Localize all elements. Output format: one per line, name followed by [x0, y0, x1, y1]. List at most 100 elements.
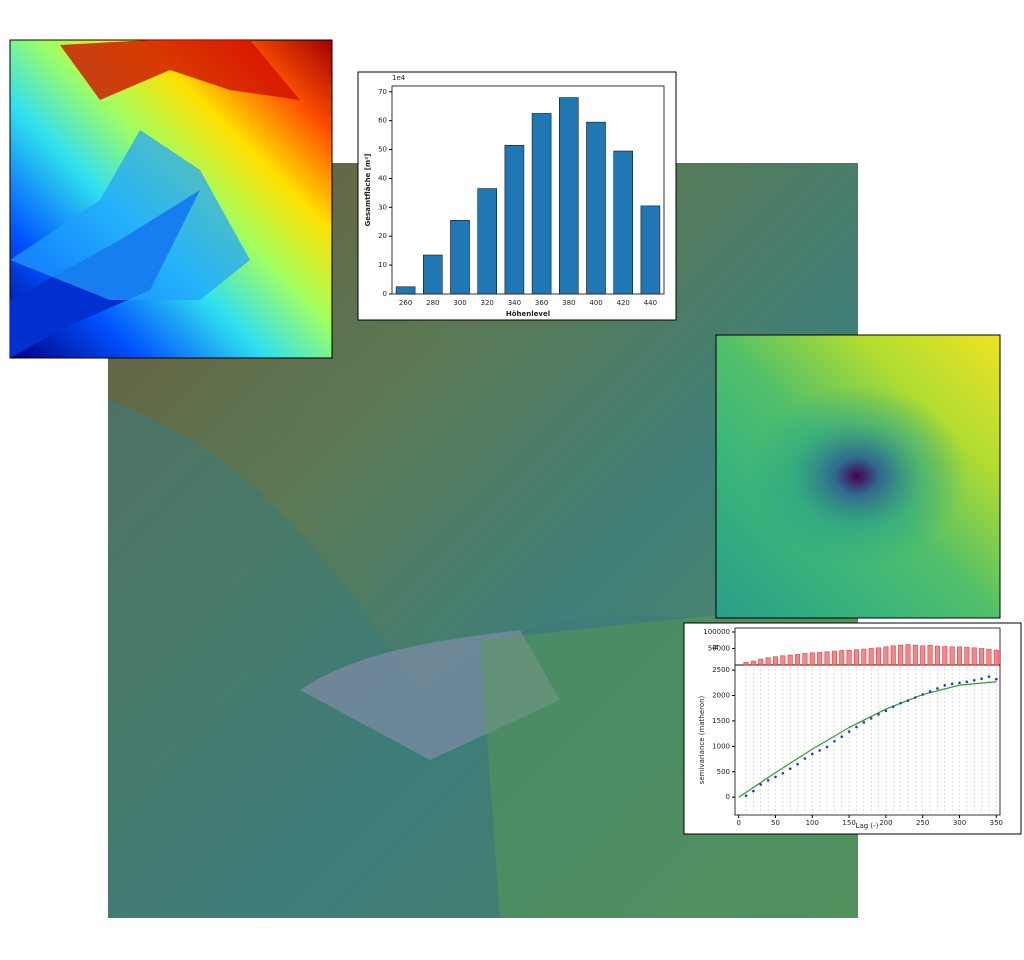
- x-tick-label: 380: [562, 299, 575, 307]
- count-bar: [772, 656, 778, 666]
- y-tick-label: 2000: [712, 692, 730, 700]
- point: [950, 682, 954, 686]
- count-bar: [964, 646, 970, 666]
- x-tick-label: 300: [953, 819, 966, 827]
- point: [803, 757, 807, 760]
- x-tick-label: 0: [736, 819, 740, 827]
- bar: [450, 220, 470, 295]
- count-bar: [912, 644, 918, 666]
- y-tick-label: 1000: [712, 742, 730, 750]
- y-tick-label: 2500: [712, 666, 730, 674]
- x-tick-label: 150: [842, 819, 855, 827]
- point: [891, 705, 895, 708]
- point: [869, 717, 873, 720]
- x-tick-label: 50: [771, 819, 780, 827]
- point: [744, 794, 748, 797]
- y-axis-label: Gesamtfläche [m²]: [364, 153, 372, 226]
- point: [788, 767, 792, 771]
- bar: [395, 286, 416, 295]
- y-axis-label: semivariance (matheron): [698, 695, 706, 784]
- point: [906, 699, 910, 702]
- y-tick-label: 500: [717, 768, 730, 776]
- count-bar: [853, 649, 859, 666]
- x-tick-label: 300: [453, 299, 466, 307]
- count-bar: [971, 647, 977, 666]
- x-tick-label: 280: [426, 299, 439, 307]
- point: [781, 772, 785, 775]
- x-tick-label: 400: [589, 299, 602, 307]
- point: [965, 680, 969, 684]
- x-tick-label: 440: [644, 299, 657, 307]
- y-tick-label: 20: [378, 232, 387, 240]
- y-tick-label: 50: [378, 146, 387, 154]
- model-line: [738, 681, 997, 798]
- point: [884, 709, 888, 713]
- count-bar: [750, 660, 756, 666]
- count-bar: [765, 657, 771, 666]
- bar: [640, 205, 661, 295]
- count-bar: [780, 655, 786, 666]
- count-bar: [986, 648, 992, 666]
- x-tick-label: 250: [916, 819, 929, 827]
- offset-label: 1e4: [392, 74, 406, 82]
- count-bar: [846, 649, 852, 666]
- variance-field-map: [715, 334, 1001, 619]
- count-bar: [868, 648, 874, 666]
- count-bar: [831, 650, 837, 666]
- point: [759, 783, 763, 786]
- bar: [531, 113, 552, 295]
- count-bar: [920, 645, 926, 666]
- x-tick-label: 200: [879, 819, 892, 827]
- point: [972, 678, 976, 682]
- y-tick-label: 60: [378, 117, 387, 125]
- elevation-contour-map: [9, 39, 333, 359]
- point: [980, 677, 983, 681]
- point: [958, 681, 961, 685]
- count-bar: [795, 654, 801, 666]
- count-bar: [898, 644, 904, 666]
- x-tick-label: 260: [399, 299, 412, 307]
- count-bar: [905, 644, 911, 666]
- count-bar: [787, 654, 793, 666]
- point: [818, 749, 821, 752]
- x-axis-label: Höhenlevel: [506, 310, 550, 318]
- count-bar: [758, 658, 764, 666]
- point: [921, 693, 925, 696]
- count-bar: [949, 646, 955, 666]
- y-tick-label: 0: [383, 290, 387, 298]
- x-axis-label: Lag (-): [856, 822, 879, 830]
- point: [796, 762, 799, 766]
- bar: [504, 144, 525, 295]
- point: [862, 721, 866, 724]
- point: [943, 684, 947, 687]
- y-tick-label: 30: [378, 203, 387, 211]
- count-bar: [979, 648, 985, 666]
- counts-label: N: [712, 644, 720, 649]
- counts-tick-label: 50000: [708, 644, 730, 652]
- y-tick-label: 70: [378, 88, 387, 96]
- point: [847, 730, 851, 733]
- bar: [613, 150, 633, 295]
- count-bar: [993, 649, 999, 666]
- count-bar: [890, 645, 896, 666]
- count-bar: [824, 651, 830, 666]
- y-tick-label: 1500: [712, 717, 730, 725]
- y-tick-label: 10: [378, 261, 387, 269]
- point: [855, 725, 858, 729]
- x-tick-label: 360: [535, 299, 548, 307]
- count-bar: [883, 646, 889, 666]
- x-tick-label: 320: [481, 299, 494, 307]
- point: [987, 675, 991, 678]
- point: [928, 690, 932, 693]
- point: [840, 735, 844, 738]
- count-bar: [802, 653, 808, 666]
- point: [752, 789, 755, 793]
- x-tick-label: 420: [617, 299, 630, 307]
- count-bar: [957, 646, 963, 666]
- x-tick-label: 350: [990, 819, 1003, 827]
- point: [825, 745, 829, 749]
- x-tick-label: 340: [508, 299, 521, 307]
- x-tick-label: 100: [806, 819, 819, 827]
- count-bar: [839, 650, 845, 666]
